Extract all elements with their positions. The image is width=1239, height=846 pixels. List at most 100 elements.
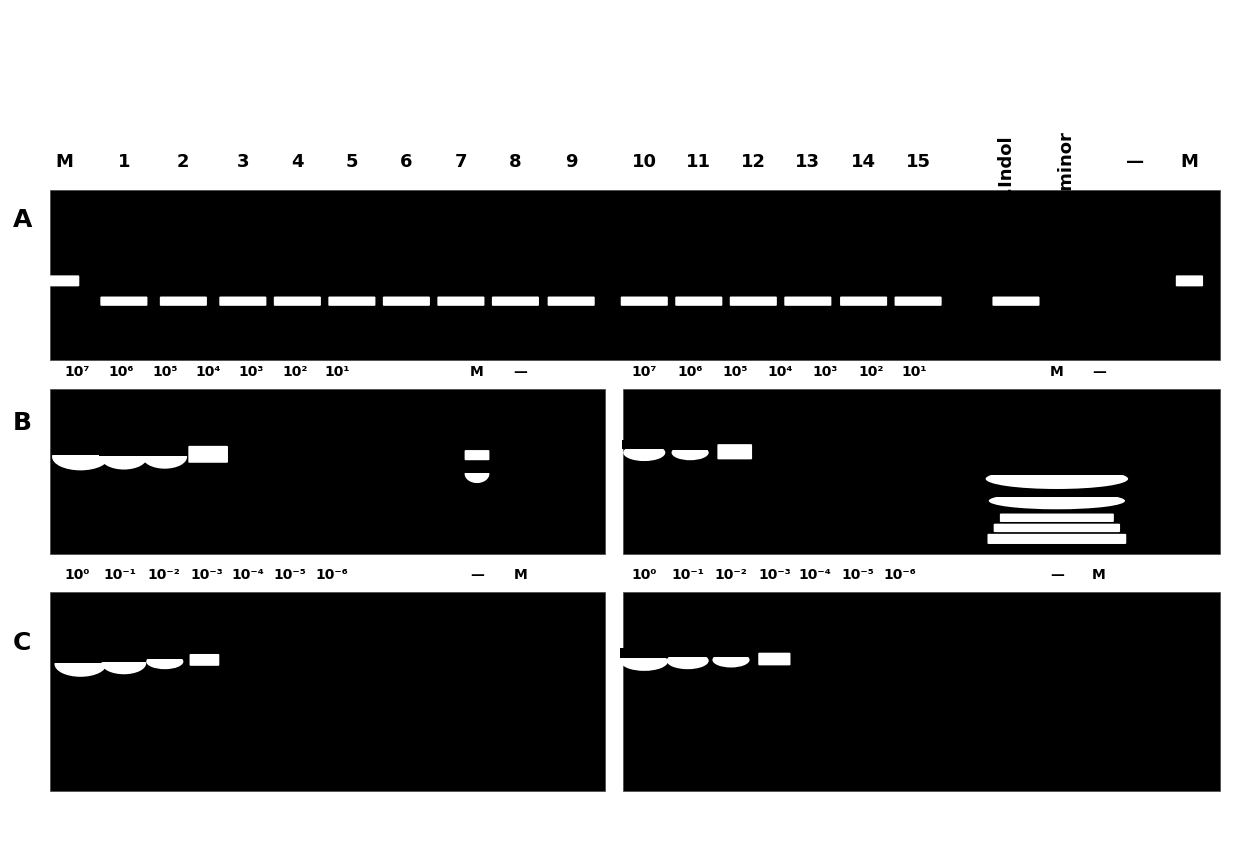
Bar — [50, 190, 1220, 360]
FancyBboxPatch shape — [1000, 514, 1114, 522]
Text: 10²: 10² — [282, 365, 307, 379]
Text: 10⁻⁴: 10⁻⁴ — [232, 568, 264, 582]
FancyBboxPatch shape — [987, 534, 1126, 544]
FancyBboxPatch shape — [328, 297, 375, 305]
Text: C: C — [12, 631, 31, 655]
FancyBboxPatch shape — [717, 444, 752, 459]
Text: 10⁻³: 10⁻³ — [758, 568, 790, 582]
Text: 13: 13 — [795, 153, 820, 171]
Ellipse shape — [712, 652, 750, 667]
FancyBboxPatch shape — [758, 653, 790, 665]
Text: 10⁰: 10⁰ — [64, 568, 89, 582]
Text: —: — — [1092, 365, 1106, 379]
Bar — [51, 439, 110, 455]
Ellipse shape — [985, 469, 1127, 489]
Text: 10³: 10³ — [813, 365, 838, 379]
Bar — [50, 389, 605, 554]
Bar — [100, 648, 147, 662]
Text: 10⁵: 10⁵ — [722, 365, 747, 379]
Text: 10⁻⁵: 10⁻⁵ — [841, 568, 873, 582]
Text: A.Indol: A.Indol — [997, 135, 1016, 206]
Text: 5: 5 — [346, 153, 358, 171]
Text: —: — — [470, 568, 484, 582]
FancyBboxPatch shape — [840, 297, 887, 305]
FancyBboxPatch shape — [190, 654, 219, 666]
FancyBboxPatch shape — [895, 297, 942, 305]
Text: 10⁻²: 10⁻² — [147, 568, 180, 582]
Ellipse shape — [667, 652, 709, 669]
FancyBboxPatch shape — [784, 297, 831, 305]
Text: 10⁶: 10⁶ — [678, 365, 703, 379]
Bar — [984, 464, 1130, 475]
Text: 8: 8 — [509, 153, 522, 171]
Text: 10: 10 — [632, 153, 657, 171]
Text: 10⁻¹: 10⁻¹ — [672, 568, 704, 582]
Ellipse shape — [672, 445, 709, 460]
Ellipse shape — [142, 445, 187, 469]
FancyBboxPatch shape — [994, 524, 1120, 532]
Bar — [99, 440, 149, 455]
Text: —: — — [513, 365, 528, 379]
Text: —: — — [1049, 568, 1064, 582]
Bar — [141, 441, 188, 456]
FancyBboxPatch shape — [383, 297, 430, 305]
Ellipse shape — [55, 651, 107, 677]
Text: M: M — [513, 568, 528, 582]
Text: B: B — [12, 411, 31, 435]
Text: 12: 12 — [741, 153, 766, 171]
Text: 10²: 10² — [859, 365, 883, 379]
FancyBboxPatch shape — [492, 297, 539, 305]
Bar — [670, 441, 710, 449]
Bar — [711, 648, 751, 656]
Text: M: M — [470, 365, 484, 379]
Text: 1: 1 — [118, 153, 130, 171]
FancyBboxPatch shape — [188, 446, 228, 463]
FancyBboxPatch shape — [219, 297, 266, 305]
Bar — [620, 648, 669, 658]
FancyBboxPatch shape — [548, 297, 595, 305]
Text: 10⁻¹: 10⁻¹ — [104, 568, 136, 582]
Bar — [50, 592, 605, 791]
Text: 10⁴: 10⁴ — [196, 365, 221, 379]
Bar — [623, 592, 1220, 791]
FancyBboxPatch shape — [992, 297, 1040, 305]
FancyBboxPatch shape — [50, 275, 79, 286]
FancyBboxPatch shape — [675, 297, 722, 305]
Bar — [623, 389, 1220, 554]
FancyBboxPatch shape — [621, 297, 668, 305]
Bar — [53, 647, 108, 663]
Text: 10¹: 10¹ — [902, 365, 927, 379]
FancyBboxPatch shape — [100, 297, 147, 305]
Text: 10¹: 10¹ — [325, 365, 349, 379]
Ellipse shape — [52, 443, 109, 470]
Text: 7: 7 — [455, 153, 467, 171]
Text: 10⁵: 10⁵ — [152, 365, 177, 379]
Ellipse shape — [465, 464, 489, 483]
Text: 10⁷: 10⁷ — [64, 365, 89, 379]
Text: 10⁴: 10⁴ — [768, 365, 793, 379]
Ellipse shape — [146, 654, 183, 669]
Text: 10⁻³: 10⁻³ — [191, 568, 223, 582]
FancyBboxPatch shape — [274, 297, 321, 305]
Bar — [987, 488, 1126, 497]
Text: 14: 14 — [851, 153, 876, 171]
Bar — [463, 460, 491, 473]
FancyBboxPatch shape — [730, 297, 777, 305]
Text: 3: 3 — [237, 153, 249, 171]
Text: 10⁻⁵: 10⁻⁵ — [274, 568, 306, 582]
Text: —: — — [1126, 153, 1144, 171]
Bar — [622, 440, 667, 449]
Text: A: A — [12, 208, 32, 232]
FancyBboxPatch shape — [160, 297, 207, 305]
Text: 10⁻⁶: 10⁻⁶ — [883, 568, 916, 582]
Ellipse shape — [102, 652, 146, 674]
Bar — [145, 650, 185, 658]
FancyBboxPatch shape — [437, 297, 484, 305]
Ellipse shape — [989, 492, 1125, 509]
Text: 10³: 10³ — [239, 365, 264, 379]
Text: 10⁰: 10⁰ — [632, 568, 657, 582]
Text: 10⁷: 10⁷ — [632, 365, 657, 379]
Text: 10⁶: 10⁶ — [109, 365, 134, 379]
FancyBboxPatch shape — [465, 450, 489, 460]
Ellipse shape — [100, 444, 147, 470]
